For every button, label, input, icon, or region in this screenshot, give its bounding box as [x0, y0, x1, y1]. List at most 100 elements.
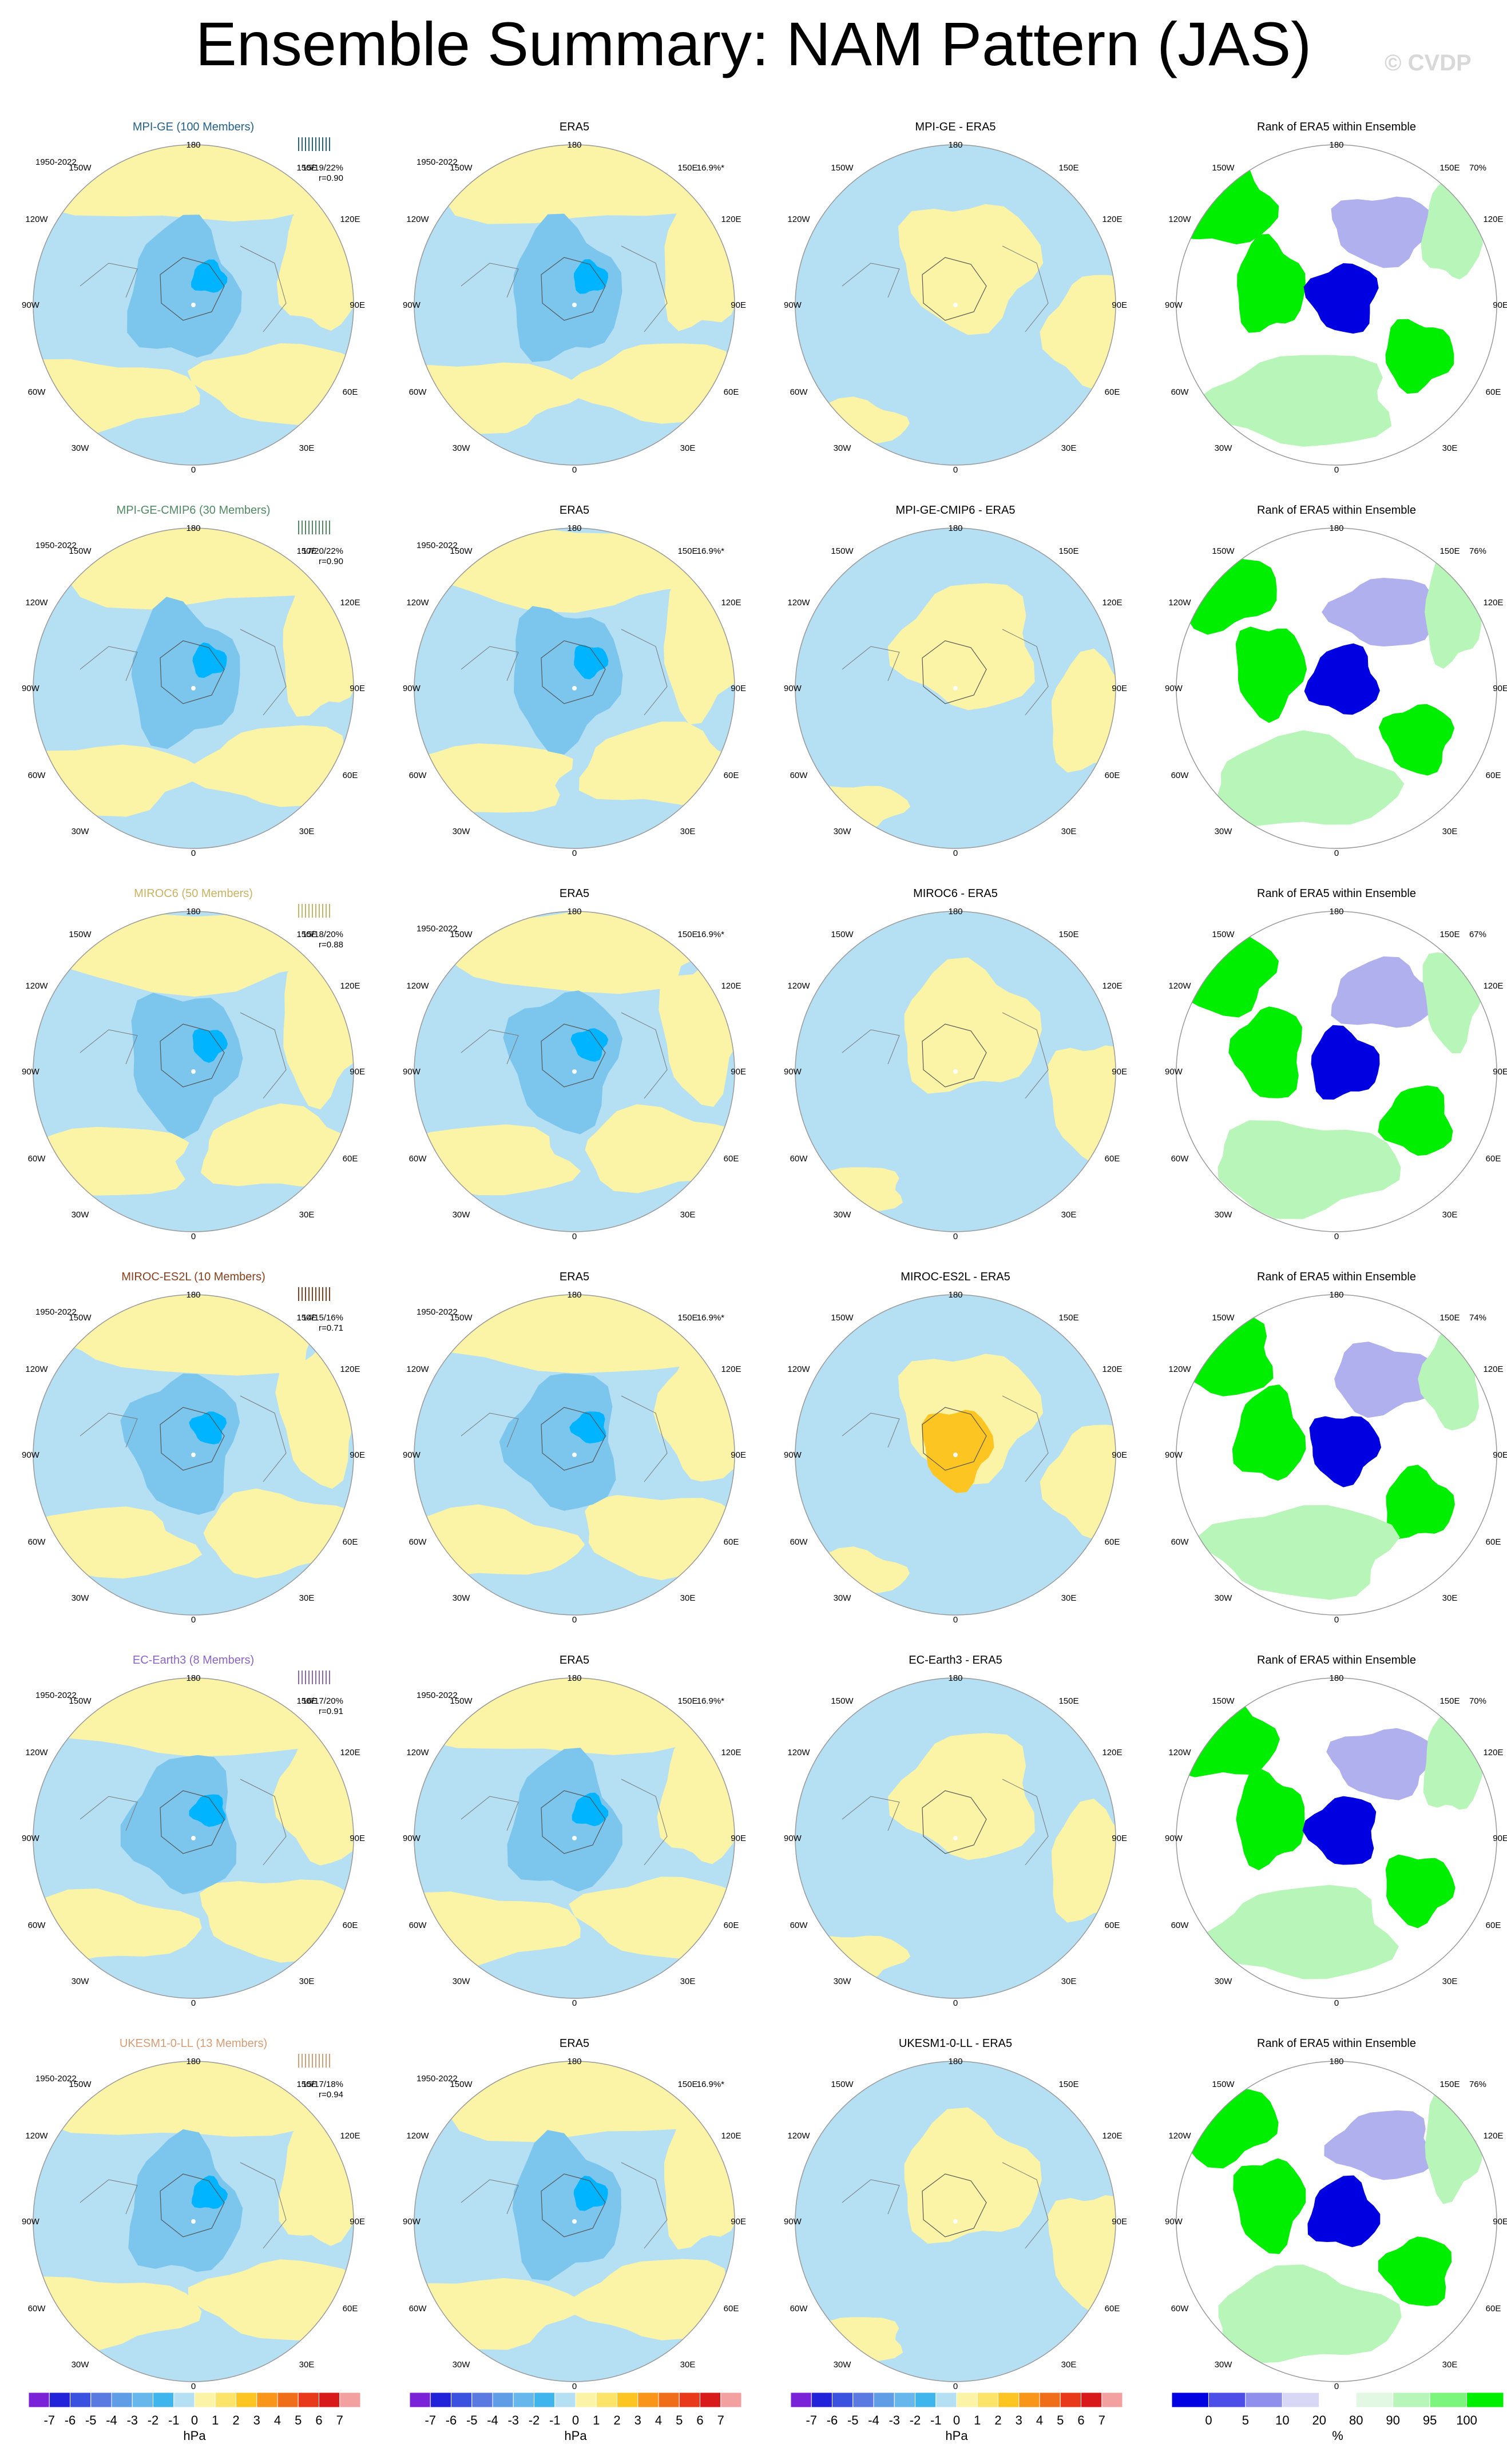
colorbar-swatch: [132, 2392, 153, 2408]
lon-label-60w: 60W: [790, 2304, 808, 2314]
lon-label-120w: 120W: [1168, 215, 1191, 224]
lon-label-60e: 60E: [724, 2304, 739, 2314]
lon-label-90e: 90E: [350, 1834, 365, 1843]
lon-label-60e: 60E: [343, 1537, 358, 1547]
lon-label-0: 0: [1334, 1232, 1339, 1241]
lon-label-150w: 150W: [831, 1696, 854, 1706]
coastline: [80, 1395, 287, 1482]
map-border: [1176, 2061, 1497, 2382]
lon-label-60w: 60W: [790, 1537, 808, 1547]
colorbar-swatch: [471, 2392, 493, 2408]
lon-label-150w: 150W: [69, 2080, 92, 2089]
colorbar-swatch: [832, 2392, 854, 2408]
colorbar-rank: 0 5 10 20 80 90 95 100%: [1171, 2392, 1504, 2443]
lon-label-90e: 90E: [1493, 1067, 1507, 1077]
analysis-period: 1950-2022: [417, 1691, 458, 1700]
lon-label-0: 0: [1334, 1615, 1339, 1625]
lon-label-180: 180: [567, 1290, 581, 1300]
lon-label-120e: 120E: [1102, 215, 1122, 224]
panel-title: Rank of ERA5 within Ensemble: [1257, 504, 1416, 517]
anomaly-region: [887, 583, 1035, 711]
lon-label-30e: 30E: [680, 1210, 696, 1220]
lon-label-120w: 120W: [406, 981, 429, 991]
lon-label-30e: 30E: [680, 827, 696, 836]
member-range-rug: [298, 521, 330, 534]
lon-label-30e: 30E: [299, 1977, 315, 1986]
pole-marker: [191, 1069, 196, 1074]
panel-title: Rank of ERA5 within Ensemble: [1257, 887, 1416, 900]
rank-region: [1228, 1006, 1302, 1098]
lon-label-30w: 30W: [834, 1977, 852, 1986]
lon-label-60w: 60W: [409, 2304, 427, 2314]
variance-explained: 15/19/22%: [302, 163, 343, 173]
lon-label-60e: 60E: [724, 1921, 739, 1930]
lon-label-120w: 120W: [25, 215, 48, 224]
lon-label-60w: 60W: [28, 2304, 46, 2314]
pole-marker: [191, 1836, 196, 1840]
cvdp-watermark: © CVDP: [1385, 50, 1472, 76]
lon-label-60w: 60W: [28, 1537, 46, 1547]
lon-label-90e: 90E: [1112, 1834, 1127, 1843]
lon-label-30w: 30W: [834, 443, 852, 453]
lon-label-30w: 30W: [834, 1210, 852, 1220]
colorbar-swatch: [1429, 2392, 1468, 2408]
lon-label-90w: 90W: [1165, 2217, 1183, 2227]
lon-label-150e: 150E: [677, 1313, 697, 1323]
lon-label-30e: 30E: [1442, 1210, 1458, 1220]
lon-label-150e: 150E: [1058, 930, 1078, 939]
lon-label-150w: 150W: [69, 163, 92, 173]
lon-label-60e: 60E: [343, 1921, 358, 1930]
negative-core: [120, 1373, 240, 1515]
pole-marker: [572, 303, 577, 307]
colorbar-tick-label: 100: [1456, 2413, 1477, 2427]
lon-label-30w: 30W: [72, 1593, 90, 1603]
lon-label-60w: 60W: [409, 771, 427, 780]
lon-label-60w: 60W: [1171, 771, 1189, 780]
variance-explained: 15/18/20%: [302, 930, 343, 939]
colorbar-tick-label: 1: [212, 2413, 219, 2427]
colorbar-swatch: [1101, 2392, 1123, 2408]
pattern-correlation: r=0.90: [319, 557, 343, 566]
lon-label-120e: 120E: [1102, 2131, 1122, 2141]
lon-label-120e: 120E: [1483, 598, 1503, 608]
colorbar-tick-label: 1: [593, 2413, 600, 2427]
lon-label-90w: 90W: [403, 684, 421, 693]
panel-title: ERA5: [560, 887, 589, 900]
coastline: [160, 640, 225, 704]
lon-label-180: 180: [567, 2057, 581, 2066]
lon-label-90w: 90W: [22, 1450, 40, 1460]
lon-label-90e: 90E: [1112, 1450, 1127, 1460]
lon-label-90e: 90E: [1493, 684, 1507, 693]
map-border: [414, 1677, 735, 1999]
lon-label-30w: 30W: [453, 827, 471, 836]
lon-label-60w: 60W: [790, 387, 808, 397]
lon-label-60w: 60W: [28, 387, 46, 397]
anomaly-region: [1048, 2195, 1116, 2314]
panel-title: MPI-GE (100 Members): [133, 121, 254, 133]
colorbar-swatch: [1171, 2392, 1209, 2408]
lon-label-120e: 120E: [1483, 215, 1503, 224]
panel-model-0: MPI-GE (100 Members) 1950-2022 15/19/22%r=…: [22, 121, 365, 475]
lon-label-60e: 60E: [1486, 1537, 1501, 1547]
rank-region: [1218, 2264, 1402, 2364]
lon-label-180: 180: [567, 523, 581, 533]
lon-label-150e: 150E: [1439, 546, 1460, 556]
pole-marker: [572, 2219, 577, 2224]
coastline: [842, 2162, 1049, 2249]
lon-label-60e: 60E: [724, 387, 739, 397]
colorbar-swatch: [256, 2392, 278, 2408]
rank-region: [1307, 2175, 1381, 2247]
rank-region: [1218, 1120, 1401, 1219]
lon-label-30e: 30E: [680, 2360, 696, 2370]
lon-label-60w: 60W: [409, 1154, 427, 1164]
lon-label-90e: 90E: [1112, 684, 1127, 693]
anomaly-region: [904, 2107, 1042, 2244]
rank-region: [1324, 2110, 1434, 2180]
lon-label-150e: 150E: [1439, 163, 1460, 173]
lon-label-180: 180: [567, 907, 581, 916]
map-border: [1176, 527, 1497, 849]
coastline: [160, 2173, 225, 2237]
panel-title: Rank of ERA5 within Ensemble: [1257, 2037, 1416, 2050]
colorbar-tick-label: -1: [549, 2413, 561, 2427]
lon-label-30e: 30E: [680, 443, 696, 453]
